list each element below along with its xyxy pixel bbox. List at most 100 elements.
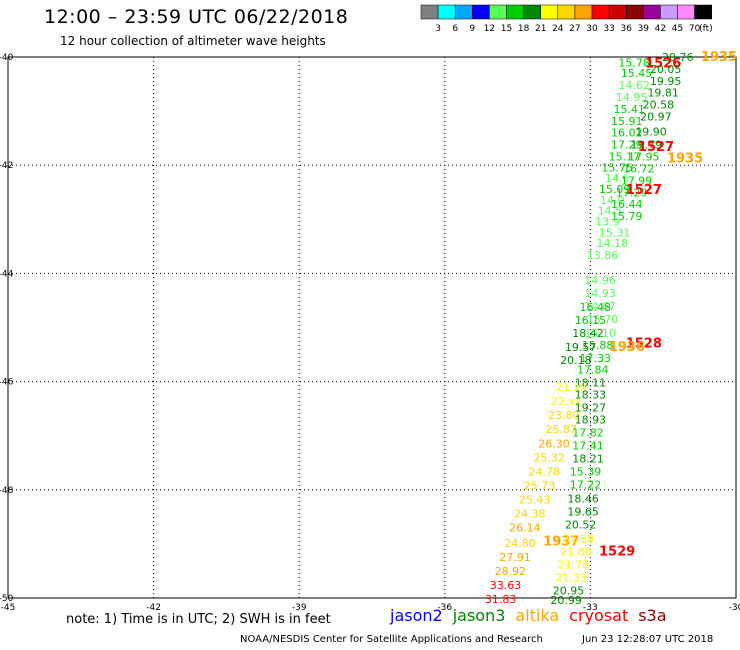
wave-height-label: 23.80 <box>548 409 580 422</box>
map-subtitle: 12 hour collection of altimeter wave hei… <box>60 34 326 48</box>
wave-height-label: 15.31 <box>599 226 631 239</box>
wave-height-label: 19.90 <box>635 126 667 139</box>
pass-time-label: 1936 <box>609 340 645 355</box>
colorbar-tick-label: 6 <box>452 24 458 34</box>
wave-height-map: -45 -42 -39 -36 -33 -30 -40 -42 -44 -46 -48 -50 20.7… <box>0 50 740 613</box>
pass-time-label: 1935 <box>667 152 703 167</box>
wave-height-label: 20.76 <box>662 51 694 64</box>
wave-height-label: 15.88 <box>582 339 614 352</box>
wave-height-label: 14.67 <box>584 300 616 313</box>
wave-height-label: 15.41 <box>613 103 645 116</box>
colorbar-tick-label: 12 <box>484 24 495 34</box>
wave-height-label: 17.84 <box>577 364 609 377</box>
wave-height-label: 20.95 <box>553 584 585 597</box>
latitude-tick-label: -48 <box>0 486 14 496</box>
wave-height-label: 15.09 <box>599 183 631 196</box>
wave-height-label: 14.95 <box>616 91 648 104</box>
colorbar-tick-label: 36 <box>620 24 632 34</box>
wave-height-label: 27.91 <box>499 551 531 564</box>
wave-height-label: 16.15 <box>575 314 607 327</box>
wave-height-label: 20.58 <box>643 99 675 112</box>
latitude-tick-label: -42 <box>0 161 13 171</box>
wave-height-label: 20.52 <box>565 518 597 531</box>
wave-height-label: 17.22 <box>570 478 602 491</box>
satellite-legend-item: s3a <box>638 606 667 625</box>
pass-time-label: 1527 <box>626 183 662 198</box>
wave-height-label: 17.99 <box>621 174 653 187</box>
wave-height-label: 19.95 <box>650 75 682 88</box>
colorbar-tick-label: 24 <box>552 24 564 34</box>
wave-height-label: 15.79 <box>611 210 643 223</box>
wave-height-label: 14.96 <box>584 274 616 287</box>
colorbar-tick-label: 33 <box>603 24 614 34</box>
wave-height-label: 16.44 <box>611 198 643 211</box>
pass-time-label: 1935 <box>701 50 737 65</box>
wave-height-label: 21.88 <box>560 545 592 558</box>
wave-height-label: 24.80 <box>504 537 536 550</box>
pass-time-label: 1937 <box>543 535 579 550</box>
wave-height-label: 15.75 <box>601 161 633 174</box>
wave-height-label: 14.62 <box>618 79 650 92</box>
pass-time-label: 1526 <box>645 56 681 71</box>
wave-height-label: 14.6 <box>605 172 630 185</box>
wave-height-label: 25.73 <box>524 479 556 492</box>
pass-time-label: 1529 <box>599 544 635 559</box>
wave-height-label: 16.72 <box>623 162 655 175</box>
wave-height-label: 24.78 <box>529 465 561 478</box>
wave-height-label: 15.10 <box>584 327 616 340</box>
wave-height-label: 15.39 <box>570 465 602 478</box>
longitude-tick-label: -33 <box>583 603 598 613</box>
satellite-legend-item: jason2 <box>390 606 443 625</box>
wave-height-label: 17.33 <box>580 352 612 365</box>
longitude-tick-label: -42 <box>146 603 161 613</box>
latitude-tick-label: -50 <box>0 594 14 604</box>
wave-height-label: 15.17 <box>609 151 641 164</box>
wave-height-label: 16.02 <box>611 127 643 140</box>
wave-height-label: 15.45 <box>621 67 653 80</box>
wave-height-label: 14.18 <box>596 237 628 250</box>
longitude-tick-label: -39 <box>292 603 307 613</box>
map-frame <box>7 56 737 599</box>
longitude-tick-label: -45 <box>1 603 16 613</box>
colorbar-tick-label: 42 <box>655 24 666 34</box>
satellite-legend-item: altika <box>515 606 560 625</box>
colorbar-swatch <box>694 4 712 20</box>
longitude-tick-label: -30 <box>729 603 740 613</box>
colorbar-tick-label: 18 <box>518 24 530 34</box>
colorbar-tick-label: 21 <box>535 24 546 34</box>
wave-height-label: 25.43 <box>519 494 551 507</box>
wave-height-label: 15.91 <box>611 115 643 128</box>
wave-height-label: 21.33 <box>555 571 587 584</box>
wave-height-label: 18.46 <box>567 492 599 505</box>
wave-height-label: 20.99 <box>550 594 582 607</box>
latitude-tick-label: -46 <box>0 378 14 388</box>
wave-height-label: 17.41 <box>572 439 604 452</box>
wave-height-label: 13.86 <box>587 249 619 262</box>
wave-height-label: 25.32 <box>533 451 565 464</box>
wave-height-label: 19.57 <box>565 341 597 354</box>
wave-height-label: 21.xx <box>556 381 587 394</box>
wave-height-label: 18.21 <box>572 452 604 465</box>
colorbar-tick-label: 39 <box>638 24 650 34</box>
wave-height-label: 21.88 <box>563 532 595 545</box>
wave-height-label: 17.29 <box>616 186 648 199</box>
colorbar-tick-label: 30 <box>586 24 598 34</box>
wave-height-label: 17.95 <box>628 151 660 164</box>
wave-height-label: 19.27 <box>575 402 607 415</box>
map-title: 12:00 – 23:59 UTC 06/22/2018 <box>44 6 349 28</box>
colorbar-legend: 3 6 9 12 15 18 21 24 27 30 33 36 39 42 45 70(ft) <box>420 4 713 34</box>
note-text: note: 1) Time is in UTC; 2) SWH is in fe… <box>66 612 331 627</box>
wave-height-label: 28.92 <box>495 565 527 578</box>
wave-height-label: 24.38 <box>514 508 546 521</box>
wave-height-label: 25.87 <box>546 423 578 436</box>
wave-height-label: 18.11 <box>575 377 607 390</box>
wave-height-label: 13.9 <box>595 215 620 228</box>
latitude-tick-label: -40 <box>0 53 14 63</box>
wave-height-label: 18.42 <box>572 327 604 340</box>
wave-height-label: 16.48 <box>580 301 612 314</box>
colorbar-tick-label: 45 <box>672 24 683 34</box>
wave-height-label: 14.5 <box>598 205 623 218</box>
wave-height-label: 21.78 <box>558 558 590 571</box>
satellite-legend-item: cryosat <box>569 606 629 625</box>
wave-height-label: 18.33 <box>575 389 607 402</box>
